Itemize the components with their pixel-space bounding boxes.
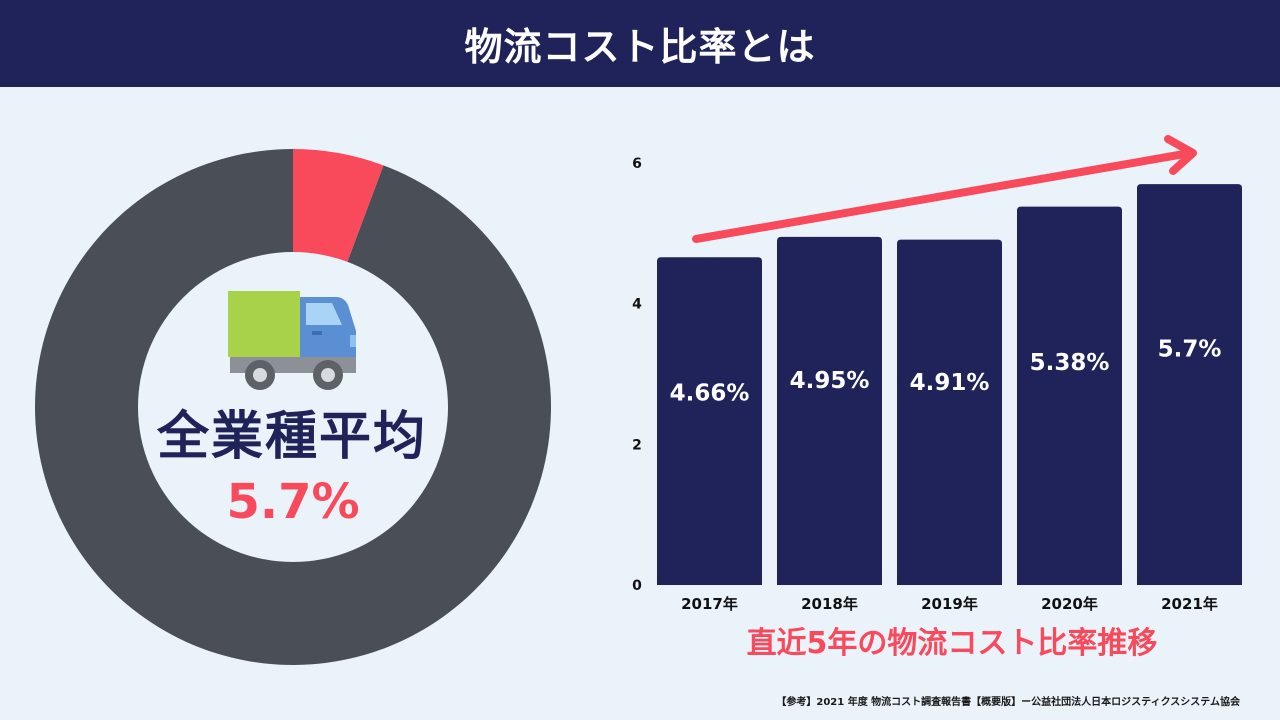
page-header: 物流コスト比率とは [0,0,1280,87]
y-tick-label: 0 [632,578,642,594]
source-footnote: 【参考】2021 年度 物流コスト調査報告書【概要版】ー公益社団法人日本ロジステ… [776,697,1240,708]
trend-arrow-head [1164,135,1197,175]
donut-chart: 全業種平均 5.7% [35,149,552,665]
x-tick-label: 2021年 [1161,595,1218,613]
trend-arrow [692,135,1197,243]
x-tick-label: 2020年 [1041,595,1098,613]
bar-chart: 0 2 4 6 4.66% 4.95% 4.91% 5.38% 5.7% 2017年 2018年… [632,135,1242,661]
bar [1137,184,1242,585]
x-tick-label: 2018年 [801,595,858,613]
y-tick-label: 4 [632,297,642,313]
bar-data-label: 4.95% [790,368,870,394]
y-tick-label: 6 [632,156,642,172]
y-tick-label: 2 [632,437,642,453]
bar [657,257,762,585]
x-tick-label: 2019年 [921,595,978,613]
donut-center-value: 5.7% [226,474,359,530]
x-axis: 2017年 2018年 2019年 2020年 2021年 [681,595,1218,613]
bar-data-label: 4.91% [910,370,990,396]
bar-data-label: 5.38% [1030,350,1110,376]
trend-arrow-shaft [692,149,1194,243]
donut-center [138,252,448,562]
truck-icon [228,291,356,390]
page-title: 物流コスト比率とは [464,25,816,69]
x-tick-label: 2017年 [681,595,738,613]
bar [777,236,882,585]
y-axis: 0 2 4 6 [632,156,642,594]
bar-data-label: 5.7% [1158,336,1222,362]
bar [1017,206,1122,585]
bar-data-label: 4.66% [670,380,750,406]
bars: 4.66% 4.95% 4.91% 5.38% 5.7% [657,184,1242,585]
chart-title: 直近5年の物流コスト比率推移 [747,626,1158,661]
donut-center-label: 全業種平均 [156,407,427,467]
bar [897,239,1002,585]
